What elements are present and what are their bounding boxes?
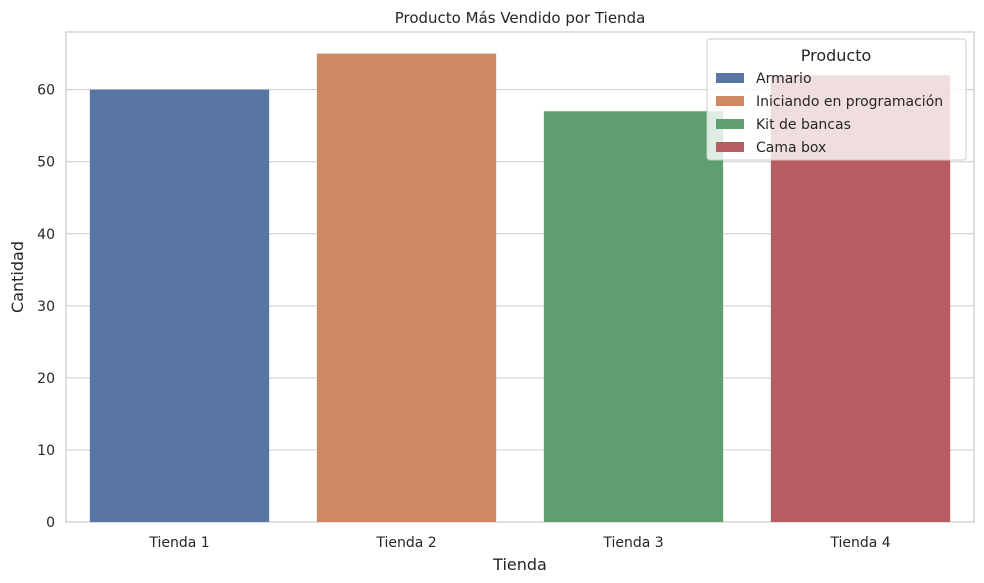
chart-title: Producto Más Vendido por Tienda bbox=[395, 9, 646, 27]
y-tick-label: 0 bbox=[46, 515, 55, 531]
y-tick-labels: 0 10 20 30 40 50 60 bbox=[37, 83, 55, 531]
legend-title: Producto bbox=[801, 46, 872, 65]
bar bbox=[543, 111, 724, 522]
legend-entries: Armario Iniciando en programación Kit de b… bbox=[716, 71, 943, 156]
y-tick-label: 30 bbox=[37, 299, 55, 315]
legend-label: Armario bbox=[756, 71, 812, 87]
x-tick-labels: Tienda 1 Tienda 2 Tienda 3 Tienda 4 bbox=[148, 535, 890, 551]
x-tick-label: Tienda 3 bbox=[602, 535, 663, 551]
legend-swatch bbox=[716, 96, 744, 106]
y-tick-label: 60 bbox=[37, 83, 55, 99]
legend-swatch bbox=[716, 142, 744, 152]
y-tick-label: 40 bbox=[37, 227, 55, 243]
legend: Producto Armario Iniciando en programació… bbox=[706, 38, 967, 161]
x-tick-label: Tienda 4 bbox=[829, 535, 890, 551]
legend-box bbox=[706, 38, 967, 161]
y-tick-label: 20 bbox=[37, 371, 55, 387]
y-tick-label: 10 bbox=[37, 443, 55, 459]
bar bbox=[89, 89, 270, 522]
x-tick-label: Tienda 1 bbox=[148, 535, 209, 551]
legend-label: Iniciando en programación bbox=[756, 94, 943, 110]
x-axis-title: Tienda bbox=[492, 555, 547, 574]
legend-swatch bbox=[716, 119, 744, 129]
x-tick-label: Tienda 2 bbox=[375, 535, 436, 551]
bar bbox=[316, 53, 497, 522]
legend-swatch bbox=[716, 73, 744, 83]
legend-label: Kit de bancas bbox=[756, 117, 851, 133]
y-axis-title: Cantidad bbox=[8, 241, 27, 313]
y-tick-label: 50 bbox=[37, 155, 55, 171]
legend-label: Cama box bbox=[756, 140, 826, 156]
bars bbox=[89, 53, 951, 522]
